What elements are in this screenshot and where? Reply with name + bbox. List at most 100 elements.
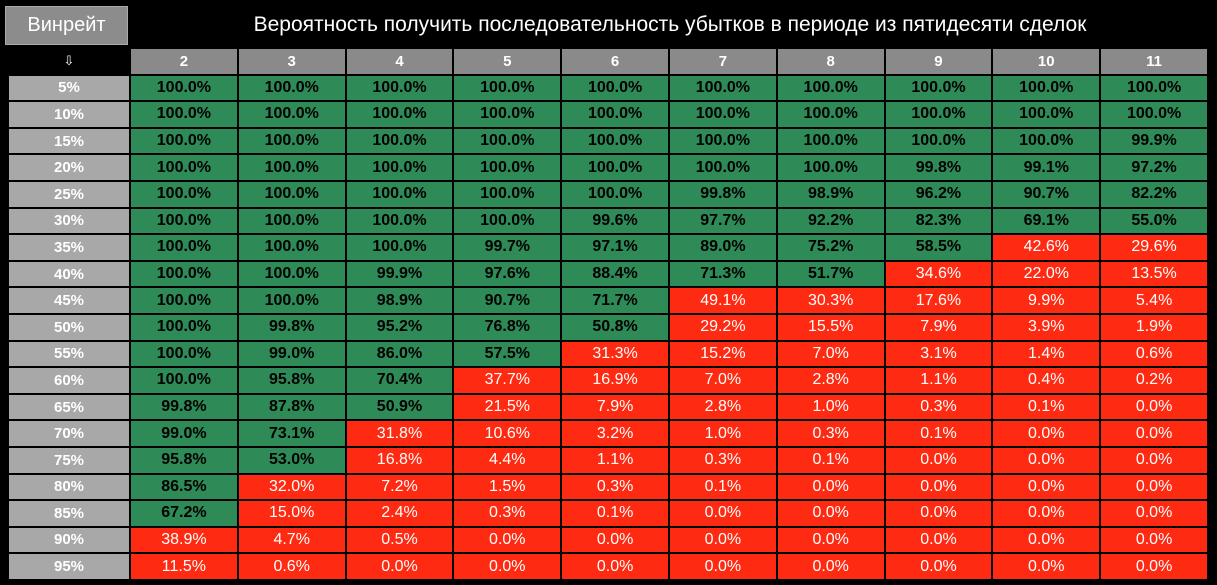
table-cell: 3.9% [992,313,1101,341]
table-row: 80% 86.5% 32.0% 7.2% 1.5% 0.3% 0.1% 0.0% 0.0% 0.0… [8,473,1208,501]
table-cell: 50.8% [561,313,669,341]
table-cell: 0.1% [561,500,669,527]
table-cell: 0.3% [561,473,669,501]
probability-table: ⇩ 2 3 4 5 6 7 8 9 10 11 5% 100.0% 100.0% 100.0% 100.0% 1… [8,48,1208,580]
row-header-winrate: 45% [8,287,130,314]
table-cell: 0.0% [884,526,993,554]
table-row: 45% 100.0% 100.0% 98.9% 90.7% 71.7% 49.1% 30.3%… [8,287,1208,314]
row-header-winrate: 25% [8,180,130,208]
table-cell: 15.0% [237,500,346,527]
column-header-4[interactable]: 4 [345,48,454,75]
table-cell: 100.0% [130,127,238,155]
table-row: 60% 100.0% 95.8% 70.4% 37.7% 16.9% 7.0% 2.8% 1.1… [8,367,1208,394]
table-cell: 0.0% [1100,446,1208,474]
table-cell: 3.2% [561,420,669,447]
table-cell: 55.0% [1100,207,1208,235]
column-header-11[interactable]: 11 [1100,48,1208,75]
table-row: 10% 100.0% 100.0% 100.0% 100.0% 100.0% 100.0% 1… [8,101,1208,128]
table-cell: 98.9% [776,180,885,208]
table-cell: 0.0% [561,553,669,580]
table-cell: 100.0% [561,74,669,102]
table-cell: 0.3% [453,500,562,527]
table-cell: 100.0% [345,74,454,102]
table-cell: 0.0% [1100,553,1208,580]
table-cell: 95.8% [237,367,346,394]
table-cell: 71.7% [561,287,669,314]
table-cell: 82.3% [884,207,993,235]
table-cell: 0.0% [453,553,562,580]
table-cell: 0.6% [237,553,346,580]
table-cell: 100.0% [453,127,562,155]
column-header-2[interactable]: 2 [130,48,238,75]
winrate-button[interactable]: Винрейт [5,6,128,45]
table-cell: 100.0% [668,101,777,128]
table-cell: 100.0% [237,180,346,208]
table-cell: 100.0% [453,207,562,235]
table-cell: 67.2% [130,500,238,527]
table-cell: 100.0% [345,234,454,261]
table-cell: 100.0% [1100,101,1208,128]
table-cell: 100.0% [992,101,1101,128]
table-row: 55% 100.0% 99.0% 86.0% 57.5% 31.3% 15.2% 7.0% 3.… [8,340,1208,368]
table-cell: 100.0% [561,127,669,155]
table-cell: 57.5% [453,340,562,368]
row-header-winrate: 85% [8,500,130,527]
table-cell: 22.0% [992,260,1101,288]
row-header-winrate: 80% [8,473,130,501]
table-cell: 100.0% [884,74,993,102]
row-header-winrate: 60% [8,367,130,394]
table-cell: 4.4% [453,446,562,474]
table-cell: 100.0% [237,287,346,314]
table-cell: 3.1% [884,340,993,368]
column-header-9[interactable]: 9 [884,48,993,75]
table-cell: 86.5% [130,473,238,501]
column-header-3[interactable]: 3 [237,48,346,75]
table-cell: 1.9% [1100,313,1208,341]
column-header-8[interactable]: 8 [776,48,885,75]
table-cell: 100.0% [776,127,885,155]
table-cell: 100.0% [345,154,454,181]
table-cell: 99.6% [561,207,669,235]
table-cell: 49.1% [668,287,777,314]
table-row: 50% 100.0% 99.8% 95.2% 76.8% 50.8% 29.2% 15.5% 7… [8,313,1208,341]
table-cell: 0.0% [453,526,562,554]
row-header-winrate: 65% [8,393,130,421]
table-cell: 0.0% [1100,500,1208,527]
table-row: 15% 100.0% 100.0% 100.0% 100.0% 100.0% 100.0% 1… [8,127,1208,155]
table-cell: 7.9% [561,393,669,421]
column-header-5[interactable]: 5 [453,48,562,75]
table-cell: 100.0% [776,154,885,181]
table-cell: 100.0% [561,180,669,208]
table-cell: 0.0% [668,526,777,554]
table-cell: 0.0% [1100,473,1208,501]
table-cell: 99.0% [237,340,346,368]
table-cell: 5.4% [1100,287,1208,314]
table-cell: 37.7% [453,367,562,394]
table-cell: 0.1% [992,393,1101,421]
table-cell: 0.0% [992,420,1101,447]
column-header-10[interactable]: 10 [992,48,1101,75]
column-header-6[interactable]: 6 [561,48,669,75]
table-cell: 10.6% [453,420,562,447]
table-cell: 88.4% [561,260,669,288]
table-cell: 0.0% [1100,526,1208,554]
sort-arrow-icon[interactable]: ⇩ [8,48,130,75]
table-cell: 31.3% [561,340,669,368]
table-cell: 97.7% [668,207,777,235]
table-cell: 100.0% [237,101,346,128]
table-cell: 100.0% [884,127,993,155]
table-cell: 2.8% [776,367,885,394]
table-cell: 0.0% [992,553,1101,580]
table-cell: 99.0% [130,420,238,447]
table-cell: 73.1% [237,420,346,447]
table-cell: 90.7% [992,180,1101,208]
table-cell: 100.0% [453,154,562,181]
table-cell: 29.6% [1100,234,1208,261]
table-cell: 0.0% [776,526,885,554]
table-cell: 0.4% [992,367,1101,394]
table-cell: 95.8% [130,446,238,474]
column-header-7[interactable]: 7 [668,48,777,75]
table-cell: 100.0% [453,101,562,128]
table-cell: 0.0% [884,500,993,527]
table-cell: 97.6% [453,260,562,288]
